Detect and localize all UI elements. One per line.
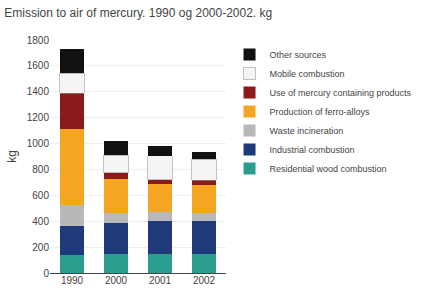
svg-text:0: 0	[43, 268, 49, 279]
svg-text:1400: 1400	[27, 86, 50, 97]
svg-text:Use of mercury containing prod: Use of mercury containing products	[270, 88, 412, 98]
svg-text:2001: 2001	[149, 275, 172, 286]
svg-text:400: 400	[32, 216, 49, 227]
svg-text:2002: 2002	[193, 275, 216, 286]
svg-text:800: 800	[32, 164, 49, 175]
svg-text:Other sources: Other sources	[270, 50, 327, 60]
svg-text:Production of ferro-alloys: Production of ferro-alloys	[270, 107, 371, 117]
svg-text:Industrial combustion: Industrial combustion	[270, 145, 355, 155]
svg-text:2000: 2000	[105, 275, 128, 286]
svg-text:200: 200	[32, 242, 49, 253]
svg-text:Residential wood combustion: Residential wood combustion	[270, 164, 387, 174]
svg-text:Waste incineration: Waste incineration	[270, 126, 344, 136]
svg-text:1000: 1000	[27, 138, 50, 149]
svg-text:600: 600	[32, 190, 49, 201]
svg-text:Emission to air of mercury. 19: Emission to air of mercury. 1990 og 2000…	[4, 6, 272, 20]
svg-text:1200: 1200	[27, 112, 50, 123]
svg-text:1800: 1800	[27, 35, 50, 46]
svg-text:1990: 1990	[61, 275, 84, 286]
svg-text:Mobile combustion: Mobile combustion	[270, 69, 345, 79]
svg-text:1600: 1600	[27, 60, 50, 71]
svg-text:kg: kg	[5, 150, 19, 163]
